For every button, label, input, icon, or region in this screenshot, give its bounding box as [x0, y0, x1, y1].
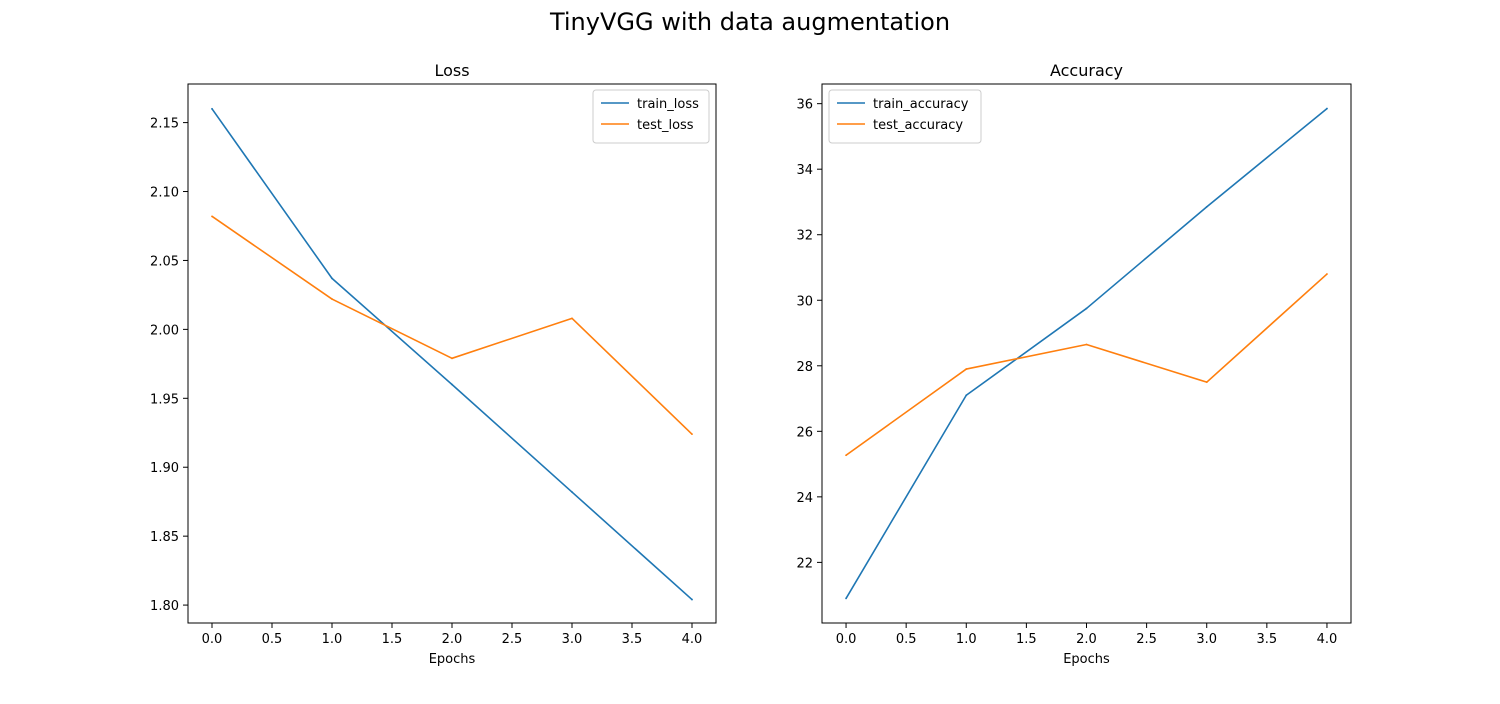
axes-frame [821, 83, 1352, 624]
x-tick-label: 2.5 [1136, 632, 1157, 647]
data-point-train_loss [451, 383, 453, 386]
data-point-train_accuracy [845, 597, 847, 600]
data-point-test_loss [211, 215, 213, 218]
axes-frame [187, 83, 717, 624]
x-tick-label: 0.0 [836, 632, 857, 647]
data-point-test_accuracy [845, 454, 847, 457]
x-tick-label: 2.0 [1076, 632, 1097, 647]
legend-label: test_accuracy [873, 118, 963, 133]
legend-label: train_loss [637, 97, 699, 112]
data-point-test_accuracy [1205, 381, 1208, 384]
y-tick-label: 36 [796, 98, 813, 113]
legend-label: test_loss [637, 118, 694, 133]
legend: train_loss test_loss [592, 89, 710, 144]
x-tick-label: 4.0 [1317, 632, 1338, 647]
data-point-test_loss [331, 298, 333, 300]
data-point-train_loss [571, 491, 573, 493]
x-tick-label: 2.0 [442, 632, 463, 647]
data-point-train_accuracy [1326, 107, 1328, 110]
subplot-title: Loss [434, 61, 469, 80]
y-tick-label: 1.90 [150, 461, 179, 476]
y-tick-label: 30 [796, 294, 813, 309]
x-tick-label: 0.5 [262, 632, 283, 647]
y-tick-label: 1.85 [150, 530, 179, 545]
data-point-test_loss [451, 357, 453, 360]
x-tick-label: 1.5 [1016, 632, 1037, 647]
data-point-train_accuracy [1205, 205, 1208, 208]
data-point-train_loss [331, 277, 333, 280]
x-tick-label: 2.5 [502, 632, 523, 647]
series-line-train_accuracy [845, 107, 1328, 599]
data-point-test_accuracy [965, 368, 968, 370]
x-tick-label: 1.5 [382, 632, 403, 647]
legend: train_accuracy test_accuracy [828, 89, 982, 144]
data-point-test_loss [691, 433, 693, 436]
y-tick-label: 2.00 [150, 323, 179, 338]
x-axis-label: Epochs [1063, 652, 1110, 667]
x-tick-label: 3.5 [1256, 632, 1277, 647]
x-tick-label: 3.0 [562, 632, 583, 647]
series-line-train_loss [211, 108, 693, 601]
x-tick-label: 1.0 [322, 632, 343, 647]
y-tick-label: 24 [796, 491, 813, 506]
data-point-train_accuracy [965, 394, 968, 397]
data-point-test_loss [571, 317, 573, 320]
subplot-title: Accuracy [1050, 61, 1123, 80]
y-tick-label: 32 [796, 229, 813, 244]
data-point-test_accuracy [1085, 343, 1088, 346]
data-point-train_loss [691, 598, 693, 601]
series-line-test_accuracy [845, 273, 1328, 456]
series-line-test_loss [211, 215, 693, 435]
x-tick-label: 3.5 [622, 632, 643, 647]
data-point-test_accuracy [1326, 273, 1328, 275]
subplot-loss: Loss 0.0 0.5 1.0 1.5 2.0 2.5 3.0 3.5 4.0 1.80 1.85 1… [150, 61, 717, 667]
x-axis-label: Epochs [429, 652, 476, 667]
y-tick-label: 28 [796, 360, 813, 375]
data-point-train_accuracy [1085, 307, 1088, 310]
x-tick-label: 4.0 [682, 632, 703, 647]
legend-box [828, 89, 982, 144]
y-tick-label: 1.95 [150, 392, 179, 407]
y-tick-label: 2.15 [150, 117, 179, 132]
x-tick-label: 0.0 [202, 632, 223, 647]
y-tick-label: 1.80 [150, 599, 179, 614]
figure-title: TinyVGG with data augmentation [549, 8, 951, 36]
y-tick-label: 22 [796, 556, 813, 571]
y-tick-label: 26 [796, 425, 813, 440]
x-tick-label: 3.0 [1196, 632, 1217, 647]
legend-label: train_accuracy [873, 97, 969, 112]
x-tick-label: 0.5 [896, 632, 917, 647]
y-tick-label: 2.10 [150, 186, 179, 201]
data-point-train_loss [211, 107, 213, 110]
y-tick-label: 34 [796, 163, 813, 178]
x-tick-label: 1.0 [956, 632, 977, 647]
y-tick-label: 2.05 [150, 254, 179, 269]
subplot-accuracy: Accuracy 0.0 0.5 1.0 1.5 2.0 2.5 3.0 3.5 4.0 22 24 2… [796, 61, 1352, 667]
